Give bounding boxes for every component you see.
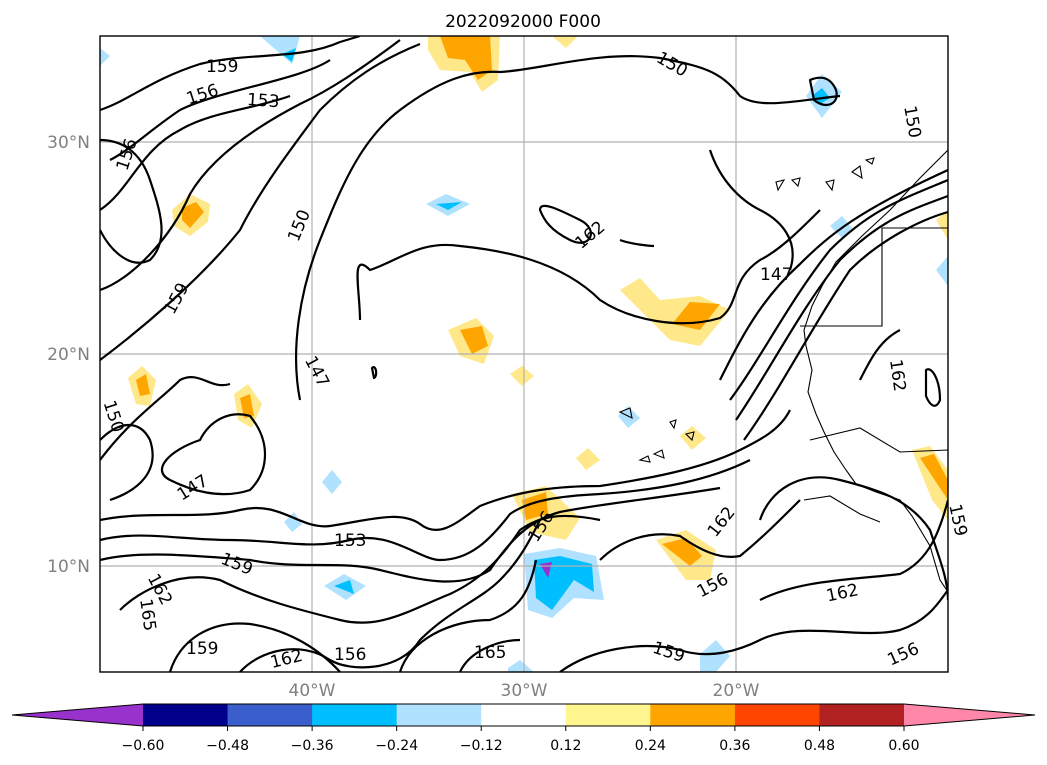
colorbar-swatch xyxy=(650,704,736,726)
lon-tick-label: 40°W xyxy=(289,681,336,701)
positive-anomaly-patch xyxy=(576,448,600,470)
lat-tick-label: 20°N xyxy=(47,345,90,365)
coastlines xyxy=(618,149,948,593)
positive-anomaly-patch xyxy=(920,454,948,500)
negative-anomaly-patch xyxy=(936,256,948,286)
lon-tick-label: 30°W xyxy=(501,681,548,701)
lat-tick-label: 30°N xyxy=(47,133,90,153)
colorbar-tick-label: 0.48 xyxy=(804,738,835,754)
contour-label: 153 xyxy=(334,531,366,551)
colorbar: −0.60 −0.48 −0.36 −0.24 −0.12 0.12 0.24 0.36 0.4… xyxy=(11,703,1036,754)
negative-anomaly-patch xyxy=(812,88,830,104)
positive-anomaly-patch xyxy=(522,492,548,520)
negative-anomaly-patch xyxy=(100,48,110,66)
colorbar-swatch xyxy=(143,704,229,726)
negative-anomaly-patch xyxy=(322,470,342,494)
map-area: 159 156 153 150 150 156 150 147 159 147 … xyxy=(100,36,948,672)
positive-anomaly-patch xyxy=(460,326,488,354)
lon-tick-label: 20°W xyxy=(713,681,760,701)
lon-tick-labels: 40°W 30°W 20°W xyxy=(289,681,760,701)
colorbar-swatch xyxy=(481,704,567,726)
negative-anomaly-patch xyxy=(830,216,852,238)
colorbar-swatch xyxy=(819,704,905,726)
negative-anomaly-patch xyxy=(700,640,730,672)
contour-label: 159 xyxy=(186,639,218,659)
negative-anomaly-patch xyxy=(282,48,296,62)
contour-label: 165 xyxy=(135,597,159,632)
lat-tick-label: 10°N xyxy=(47,557,90,577)
negative-anomaly-patch xyxy=(284,512,302,532)
positive-anomaly-patch xyxy=(552,36,578,48)
contour-label: 165 xyxy=(474,643,506,663)
lat-tick-labels: 30°N 20°N 10°N xyxy=(47,133,90,577)
colorbar-extend-high xyxy=(904,704,1035,726)
positive-anomaly-patch xyxy=(440,36,492,80)
colorbar-tick-label: −0.24 xyxy=(375,738,418,754)
positive-anomaly-patch xyxy=(510,366,534,386)
figure-title: 2022092000 F000 xyxy=(445,12,601,32)
colorbar-swatch xyxy=(396,704,482,726)
contour-lines xyxy=(100,36,948,672)
graticule xyxy=(100,36,948,672)
contour-label: 156 xyxy=(334,645,366,665)
colorbar-tick-label: 0.24 xyxy=(635,738,666,754)
positive-anomaly-patch xyxy=(620,278,730,346)
colorbar-extend-low xyxy=(12,704,143,726)
positive-anomaly-patch xyxy=(936,210,948,240)
negative-anomaly-patch xyxy=(508,660,534,672)
positive-anomaly-patch xyxy=(136,374,150,396)
colorbar-tick-label: −0.36 xyxy=(291,738,334,754)
contour-label: 153 xyxy=(246,90,280,112)
contour-label: 162 xyxy=(885,358,909,393)
colorbar-swatch xyxy=(734,704,820,726)
contour-label: 147 xyxy=(760,265,792,285)
colorbar-tick-label: 0.12 xyxy=(550,738,581,754)
positive-anomaly-patch xyxy=(240,394,254,418)
colorbar-swatch xyxy=(312,704,398,726)
colorbar-tick-label: −0.48 xyxy=(206,738,249,754)
colorbar-swatch xyxy=(565,704,651,726)
colorbar-tick-label: −0.60 xyxy=(122,738,165,754)
negative-anomaly-patch xyxy=(436,202,462,210)
contour-label: 159 xyxy=(206,57,238,77)
colorbar-swatch xyxy=(227,704,313,726)
colorbar-tick-label: 0.36 xyxy=(719,738,750,754)
positive-anomaly-patch xyxy=(182,202,204,228)
colorbar-tick-label: 0.60 xyxy=(888,738,919,754)
colorbar-tick-label: −0.12 xyxy=(460,738,503,754)
map-frame xyxy=(99,35,949,673)
negative-anomaly-patch xyxy=(334,580,354,594)
